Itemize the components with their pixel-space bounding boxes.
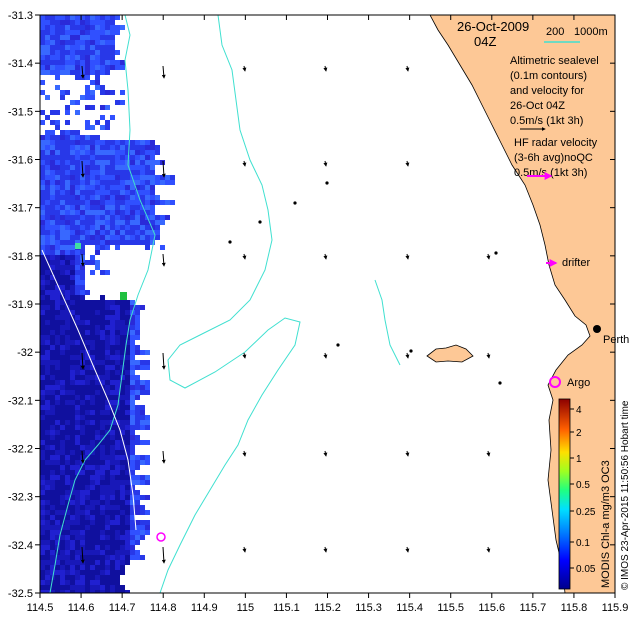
- x-tick-label: 115: [237, 602, 255, 614]
- x-tick-label: 115.2: [314, 602, 341, 614]
- depth-legend-200: 200: [546, 26, 564, 38]
- x-tick-label: 114.7: [109, 602, 136, 614]
- x-tick-label: 115.1: [273, 602, 300, 614]
- argo-offshore-marker: [156, 532, 166, 542]
- x-tick-label: 114.9: [191, 602, 218, 614]
- hf-legend-line3: 0.5m/s (1kt 3h): [514, 167, 587, 179]
- velocity-arrows: [80, 65, 502, 564]
- colorbar-ticks: 4 2 1 0.5 0.25 0.1 0.05: [570, 405, 596, 575]
- y-tick-label: -32.2: [8, 444, 33, 456]
- y-tick-label: -31.9: [8, 299, 33, 311]
- depth-legend-1000: 1000m: [574, 26, 608, 38]
- x-tick-label: 114.8: [150, 602, 177, 614]
- hf-legend-line1: HF radar velocity: [514, 137, 598, 149]
- altimetry-legend-line2: (0.1m contours): [510, 70, 587, 82]
- altimetry-track: [41, 249, 137, 531]
- y-tick-label: -32.1: [8, 395, 33, 407]
- altimetry-legend-line1: Altimetric sealevel: [510, 55, 599, 67]
- argo-marker: [549, 376, 561, 388]
- altimetry-legend: Altimetric sealevel (0.1m contours) and …: [510, 55, 599, 131]
- x-tick-label: 114.6: [68, 602, 95, 614]
- y-tick-label: -32.3: [8, 492, 33, 504]
- altimetry-legend-line5: 0.5m/s (1kt 3h): [510, 115, 583, 127]
- x-tick-label: 115.7: [519, 602, 546, 614]
- y-tick-label: -32.4: [8, 540, 33, 552]
- x-tick-label: 115.6: [478, 602, 505, 614]
- isobath-1000m: [159, 15, 301, 593]
- colorbar-tick-label: 0.1: [576, 538, 590, 549]
- x-tick-label: 115.8: [561, 602, 588, 614]
- colorbar-tick-label: 1: [576, 454, 582, 465]
- rottnest-island: [426, 344, 474, 363]
- credit-text: © IMOS 23-Apr-2015 11:50:56 Hobart time: [620, 400, 631, 590]
- y-tick-label: -31.3: [8, 10, 33, 22]
- map-time: 04Z: [474, 34, 496, 49]
- hf-radar-legend: HF radar velocity (3-6h avg)noQC 0.5m/s …: [514, 137, 598, 180]
- y-tick-label: -32: [17, 347, 33, 359]
- altimetry-legend-line3: and velocity for: [510, 85, 584, 97]
- altimetry-legend-line4: 26-Oct 04Z: [510, 100, 565, 112]
- x-tick-label: 115.4: [396, 602, 423, 614]
- perth-marker: [593, 325, 601, 333]
- x-axis: 114.5 114.6 114.7 114.8 114.9 115 115.1 115.2 11…: [27, 15, 629, 614]
- y-tick-label: -31.6: [8, 155, 33, 167]
- x-tick-label: 115.9: [602, 602, 629, 614]
- colorbar-tick-label: 0.25: [576, 507, 596, 518]
- colorbar-label: MODIS Chl-a mg/m3 OC3: [600, 460, 612, 588]
- y-axis: -31.3 -31.4 -31.5 -31.6 -31.7 -31.8 -31.9 -32 -3…: [8, 10, 615, 600]
- colorbar-tick-label: 2: [576, 428, 582, 439]
- x-tick-label: 115.5: [437, 602, 464, 614]
- x-tick-label: 114.5: [27, 602, 54, 614]
- y-tick-label: -31.4: [8, 58, 33, 70]
- isobath-offshore: [374, 279, 401, 366]
- colorbar-tick-label: 0.5: [576, 480, 590, 491]
- y-tick-label: -31.5: [8, 106, 33, 118]
- colorbar-tick-label: 0.05: [576, 564, 596, 575]
- isobath-200m: [49, 15, 156, 593]
- y-tick-label: -32.5: [8, 588, 33, 600]
- argo-label: Argo: [567, 377, 590, 389]
- colorbar-tick-label: 4: [576, 405, 582, 416]
- drifter-label: drifter: [562, 257, 590, 269]
- y-tick-label: -31.8: [8, 251, 33, 263]
- hf-legend-line2: (3-6h avg)noQC: [514, 152, 593, 164]
- map-date: 26-Oct-2009: [457, 19, 529, 34]
- y-tick-label: -31.7: [8, 203, 33, 215]
- x-tick-label: 115.3: [355, 602, 382, 614]
- chlorophyll-pixels: [40, 15, 175, 593]
- perth-label: Perth: [603, 334, 629, 346]
- colorbar: [558, 398, 571, 590]
